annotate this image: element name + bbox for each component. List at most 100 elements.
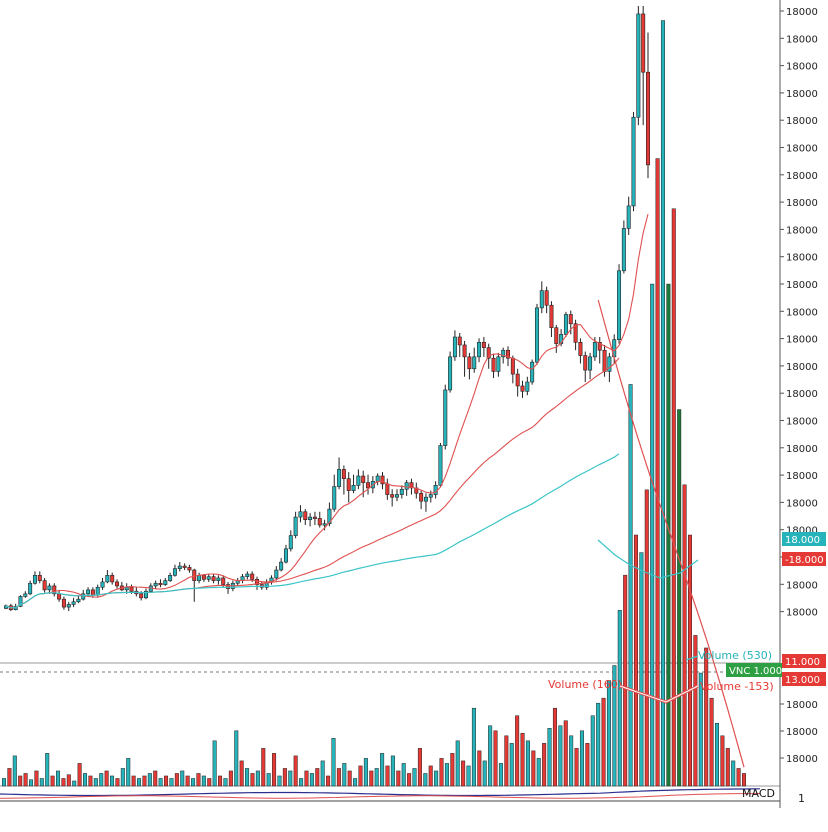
macd-label: MACD — [742, 787, 775, 800]
volume-bar — [358, 765, 363, 787]
candle-body — [163, 580, 168, 585]
candle-body — [578, 341, 583, 356]
volume-bar — [714, 723, 719, 787]
candle-body — [568, 314, 573, 325]
volume-bar — [93, 778, 98, 787]
candle-body — [71, 601, 76, 605]
candle-body — [646, 71, 650, 166]
candle-body — [250, 573, 255, 580]
candle-body — [626, 205, 631, 229]
volume-bar — [515, 715, 520, 787]
volume-bar — [677, 409, 682, 787]
price-badge-bg — [782, 654, 826, 668]
volume-bar — [293, 755, 298, 787]
candle-body — [399, 488, 404, 495]
volume-bar — [347, 770, 352, 787]
volume-bar — [164, 775, 169, 787]
candle-body — [52, 585, 57, 595]
candle-body — [129, 586, 134, 592]
volume-bar — [504, 735, 509, 787]
candle-body — [255, 578, 259, 585]
annotation-connector-inner — [619, 685, 699, 703]
candle-body — [303, 511, 308, 521]
volume-bar — [444, 763, 449, 787]
candle-body — [597, 341, 602, 351]
candle-body — [395, 494, 399, 498]
volume-bar — [110, 775, 115, 787]
candle-body — [221, 577, 226, 585]
volume-bar — [239, 760, 244, 787]
price-axis-label: 18000 — [786, 307, 818, 318]
volume-bar — [7, 768, 12, 787]
volume-bar — [255, 770, 260, 787]
candle-body — [298, 511, 303, 518]
volume-bar — [434, 770, 439, 787]
volume-bar — [687, 534, 692, 787]
price-axis-label: 18000 — [786, 471, 818, 482]
volume-bar — [633, 534, 638, 787]
candle-body — [390, 494, 395, 498]
candle-body — [366, 482, 371, 489]
candle-body — [32, 575, 37, 584]
volume-bar — [131, 775, 136, 787]
volume-bar — [207, 778, 212, 787]
volume-bar — [579, 730, 584, 787]
volume-bar — [185, 775, 190, 787]
candle-body — [356, 475, 361, 486]
candle-body — [520, 385, 525, 392]
volume-bar — [525, 740, 530, 787]
candle-body — [428, 494, 433, 498]
candle-body — [211, 576, 216, 581]
candle-body — [226, 584, 231, 589]
candle-body — [617, 270, 622, 340]
volume-bar — [736, 768, 741, 787]
volume-bar — [401, 763, 406, 787]
volume-bar — [201, 775, 206, 787]
candle-body — [13, 606, 18, 611]
volume-bar — [34, 770, 39, 787]
price-axis-label: 18000 — [786, 389, 818, 400]
candle-body — [187, 567, 192, 571]
volume-bar — [547, 728, 552, 787]
candle-body — [477, 341, 482, 358]
volume-bar — [180, 770, 185, 787]
volume-bar — [650, 283, 655, 787]
candle-body — [515, 373, 520, 387]
price-badge-bg — [726, 663, 782, 677]
volume-bar — [261, 748, 266, 787]
ma-long-line — [5, 453, 620, 609]
volume-bar — [725, 748, 730, 787]
price-badge-text: 11.000 — [785, 657, 820, 668]
candle-body — [525, 381, 530, 392]
candle-body — [172, 568, 177, 576]
volume-bar — [304, 770, 309, 787]
candle-body — [588, 356, 593, 371]
volume-bar — [552, 707, 557, 787]
candle-body — [554, 327, 559, 344]
volume-bar — [407, 773, 412, 787]
candle-body — [607, 356, 612, 372]
candle-body — [621, 228, 626, 272]
volume-bar — [120, 768, 125, 787]
candle-body — [506, 349, 511, 359]
candle-body — [308, 516, 313, 521]
candle-body — [631, 116, 636, 207]
candle-body — [481, 341, 486, 348]
annotation-pointer-teal — [685, 655, 699, 661]
candle-body — [452, 336, 457, 358]
candle-body — [197, 575, 202, 581]
volume-trend-line — [597, 299, 745, 768]
price-axis-label: 18000 — [786, 34, 818, 45]
volume-bar — [342, 763, 347, 787]
volume-bar — [623, 574, 628, 787]
volume-bar — [12, 755, 17, 787]
price-axis-label: 18000 — [786, 253, 818, 264]
candle-body — [438, 445, 443, 486]
volume-bar — [331, 738, 336, 787]
volume-bar — [212, 740, 217, 787]
volume-bar — [666, 283, 671, 787]
macd-signal-line — [0, 793, 761, 799]
volume-ma-teal-line — [597, 539, 699, 579]
volume-bar — [596, 702, 601, 787]
